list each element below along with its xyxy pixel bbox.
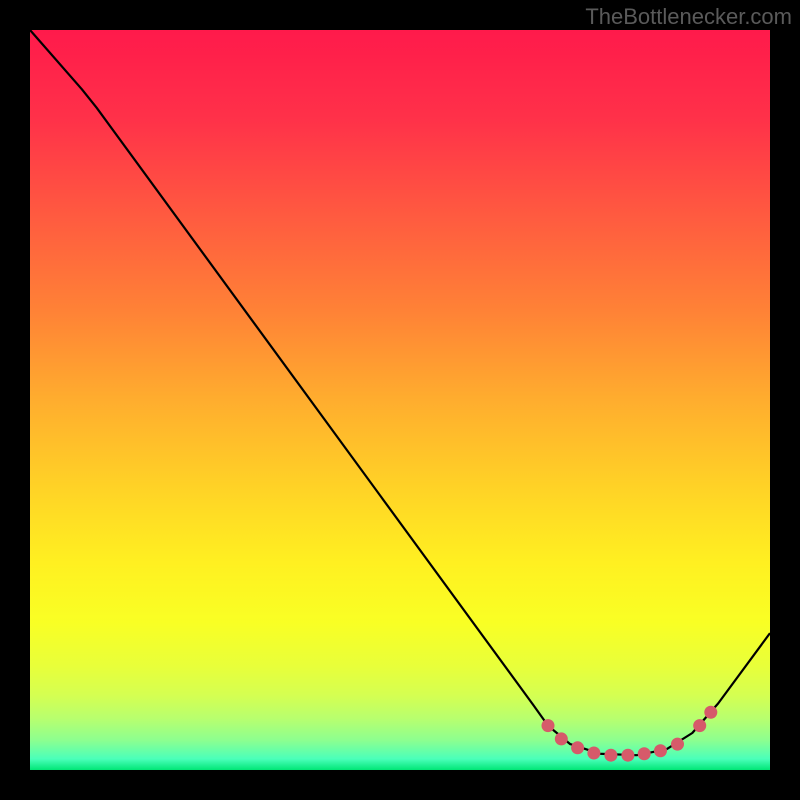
chart-container: TheBottlenecker.com bbox=[0, 0, 800, 800]
data-point bbox=[542, 719, 555, 732]
plot-background bbox=[30, 30, 770, 770]
data-point bbox=[654, 744, 667, 757]
data-point bbox=[604, 749, 617, 762]
data-point bbox=[704, 706, 717, 719]
data-point bbox=[638, 747, 651, 760]
bottleneck-chart bbox=[0, 0, 800, 800]
data-point bbox=[571, 741, 584, 754]
data-point bbox=[671, 738, 684, 751]
data-point bbox=[555, 732, 568, 745]
watermark-text: TheBottlenecker.com bbox=[585, 4, 792, 30]
data-point bbox=[621, 749, 634, 762]
data-point bbox=[693, 719, 706, 732]
data-point bbox=[587, 746, 600, 759]
